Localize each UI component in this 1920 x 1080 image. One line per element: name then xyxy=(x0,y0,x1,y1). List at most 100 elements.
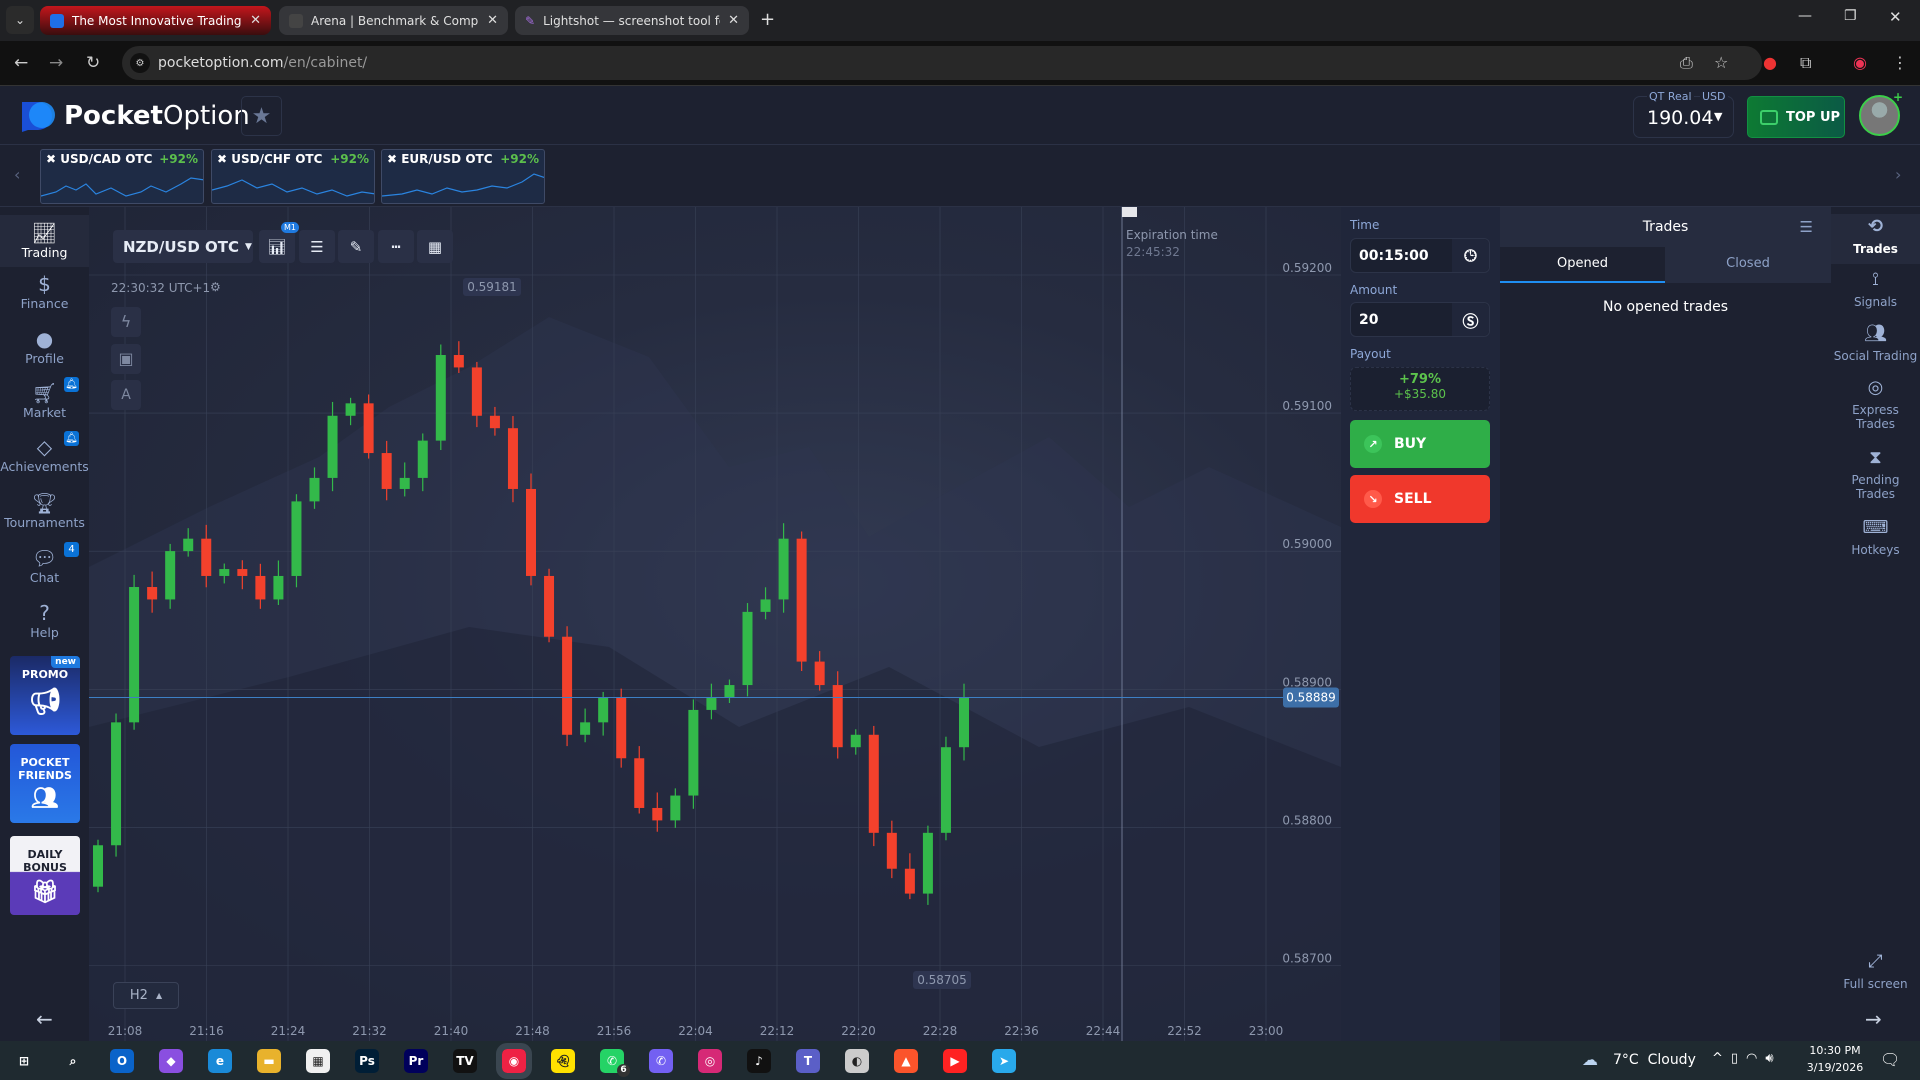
browser-tab[interactable]: ✎ Lightshot — screenshot tool for ✕ xyxy=(515,6,749,35)
gift-tool-icon[interactable]: ▣ xyxy=(111,344,141,374)
sell-button[interactable]: ↘ SELL xyxy=(1350,475,1490,523)
expiration-flag-icon[interactable] xyxy=(1122,207,1137,217)
search-icon[interactable]: ⌕ xyxy=(69,1053,77,1068)
profile-avatar-icon[interactable]: ◉ xyxy=(1853,53,1867,72)
tiktok-icon[interactable]: ♪ xyxy=(747,1049,771,1073)
sidebar-item-finance[interactable]: $ Finance xyxy=(0,272,89,311)
line-tool-button[interactable]: ┅ xyxy=(378,230,414,263)
promo-banner[interactable]: PROMO new 📢︎ xyxy=(10,656,80,735)
right-item-hotkeys[interactable]: ⌨ Hotkeys xyxy=(1831,519,1920,558)
extensions-puzzle-icon[interactable]: ⧉ xyxy=(1800,53,1812,72)
right-item-express-trades[interactable]: ◎ Express Trades xyxy=(1831,379,1920,432)
avatar[interactable] xyxy=(1859,95,1900,136)
buy-button[interactable]: ↗ BUY xyxy=(1350,420,1490,468)
bookmark-star-icon[interactable]: ☆ xyxy=(1714,53,1729,72)
sidebar-item-trading[interactable]: 📈︎ Trading xyxy=(0,215,89,267)
asset-card[interactable]: ✖ EUR/USD OTC +92% xyxy=(381,149,545,204)
sidebar-item-achievements[interactable]: ◇ Achievements 🔔︎ xyxy=(0,431,89,474)
notifications-icon[interactable]: 🗨︎ xyxy=(1880,1050,1901,1069)
edge-icon[interactable]: e xyxy=(208,1049,232,1073)
asset-card[interactable]: ✖ USD/CHF OTC +92% xyxy=(211,149,375,204)
logo[interactable]: PocketOption xyxy=(20,100,250,132)
favorites-button[interactable]: ★ xyxy=(241,96,282,136)
sidebar-item-market[interactable]: 🛒︎ Market 🔔︎ xyxy=(0,377,89,420)
sidebar-item-tournaments[interactable]: 🏆︎ Tournaments xyxy=(0,491,89,530)
tab-closed[interactable]: Closed xyxy=(1665,247,1831,283)
collapse-sidebar-arrow-icon[interactable]: ← xyxy=(36,1007,53,1031)
tray-icons[interactable]: ^▯◠🔊︎ xyxy=(1712,1051,1782,1066)
amount-input[interactable]: 20 Ⓢ xyxy=(1350,302,1490,337)
outlook-icon[interactable]: O xyxy=(110,1049,134,1073)
forward-icon[interactable]: → xyxy=(49,53,64,73)
youtube-music-icon[interactable]: ▶ xyxy=(943,1049,967,1073)
chart-type-button[interactable]: 📊︎ M1 xyxy=(259,222,299,263)
windows-start-icon[interactable]: ⊞ xyxy=(18,1054,30,1068)
sidebar-item-help[interactable]: ? Help xyxy=(0,601,89,640)
clock-time[interactable]: 10:30 PM xyxy=(1809,1044,1861,1057)
reload-icon[interactable]: ↻ xyxy=(86,53,101,73)
drawing-button[interactable]: ✎ xyxy=(338,230,374,263)
file-explorer-icon[interactable]: ▬ xyxy=(257,1049,281,1073)
collapse-right-arrow-icon[interactable]: → xyxy=(1865,1007,1882,1031)
app-icon[interactable]: ◐ xyxy=(845,1049,869,1073)
browser-tab[interactable]: The Most Innovative Trading Pla ✕ xyxy=(40,6,271,35)
url-input[interactable]: ⚙ pocketoption.com/en/cabinet/ xyxy=(122,46,1762,80)
premiere-icon[interactable]: Pr xyxy=(404,1049,428,1073)
site-info-icon[interactable]: ⚙ xyxy=(130,53,150,73)
sidebar-item-chat[interactable]: 💬︎ Chat 4 xyxy=(0,542,89,585)
settings-gear-icon[interactable]: ⚙ xyxy=(210,280,221,294)
instagram-icon[interactable]: ◎ xyxy=(698,1049,722,1073)
quick-trade-lightning-icon[interactable]: ϟ xyxy=(111,307,141,337)
chrome-icon[interactable]: ◉ xyxy=(496,1043,532,1079)
scroll-right-icon[interactable]: › xyxy=(1895,165,1902,184)
tab-opened[interactable]: Opened xyxy=(1500,247,1665,283)
top-up-button[interactable]: TOP UP xyxy=(1747,96,1845,138)
clock-icon[interactable]: 🕒︎ xyxy=(1452,239,1489,272)
right-item-pending-trades[interactable]: ⧗ Pending Trades xyxy=(1831,449,1920,502)
photoshop-icon[interactable]: Ps xyxy=(355,1049,379,1073)
scroll-left-icon[interactable]: ‹ xyxy=(14,165,21,184)
menu-kebab-icon[interactable]: ⋮ xyxy=(1892,53,1908,72)
close-window-icon[interactable]: ✕ xyxy=(1889,8,1902,26)
extension-icon[interactable]: ● xyxy=(1763,53,1777,72)
right-item-signals[interactable]: ⟟ Signals xyxy=(1831,271,1920,310)
install-app-icon[interactable]: ⎙ xyxy=(1680,53,1693,72)
restore-icon[interactable]: ❐ xyxy=(1844,8,1857,24)
fullscreen-button[interactable]: ⤢ Full screen xyxy=(1831,953,1920,992)
store-icon[interactable]: ▦ xyxy=(306,1049,330,1073)
minimize-icon[interactable]: — xyxy=(1798,8,1812,24)
daily-bonus-banner[interactable]: DAILY BONUS 🎁︎ xyxy=(10,836,80,915)
pocket-friends-banner[interactable]: POCKET FRIENDS 👥︎ xyxy=(10,744,80,823)
teams-icon[interactable]: T xyxy=(796,1049,820,1073)
close-tab-icon[interactable]: ✕ xyxy=(487,13,498,28)
right-item-social-trading[interactable]: 👥︎ Social Trading xyxy=(1831,325,1920,364)
indicators-button[interactable]: ☰ xyxy=(299,230,335,263)
copilot-icon[interactable]: ◆ xyxy=(159,1049,183,1073)
weather-cloud-icon[interactable]: ☁ xyxy=(1582,1050,1598,1069)
viber-icon[interactable]: ✆ xyxy=(649,1049,673,1073)
text-tool-button[interactable]: A xyxy=(111,380,141,410)
list-menu-icon[interactable]: ☰ xyxy=(1799,218,1813,236)
close-tab-icon[interactable]: ✕ xyxy=(728,13,739,28)
back-icon[interactable]: ← xyxy=(14,53,29,73)
telegram-icon[interactable]: ➤ xyxy=(992,1049,1016,1073)
whatsapp-icon[interactable]: ✆ 6 xyxy=(600,1049,630,1077)
candlestick-chart[interactable]: 0.59200 0.59100 0.59000 0.58900 0.58800 0.587… xyxy=(89,207,1341,1041)
right-item-trades[interactable]: ⟲ Trades xyxy=(1831,214,1920,264)
asset-card[interactable]: ✖ USD/CAD OTC +92% xyxy=(40,149,204,204)
asset-selector[interactable]: NZD/USD OTC ▼ xyxy=(113,230,253,263)
new-tab-icon[interactable]: + xyxy=(760,9,776,30)
snapchat-icon[interactable]: 👻︎ xyxy=(551,1049,575,1073)
brave-icon[interactable]: ▲ xyxy=(894,1049,918,1073)
weather-text[interactable]: 7°C Cloudy xyxy=(1613,1052,1696,1068)
currency-dollar-icon[interactable]: Ⓢ xyxy=(1452,303,1489,336)
browser-tab[interactable]: Arena | Benchmark & Compare ✕ xyxy=(279,6,508,35)
time-input[interactable]: 00:15:00 🕒︎ xyxy=(1350,238,1490,273)
close-tab-icon[interactable]: ✕ xyxy=(250,13,261,28)
tab-search-button[interactable]: ⌄ xyxy=(6,6,34,34)
balance-selector[interactable]: QT Real USD 190.04 ▼ xyxy=(1633,90,1734,138)
tradingview-icon[interactable]: TV xyxy=(453,1049,477,1073)
clock-date[interactable]: 3/19/2026 xyxy=(1806,1061,1864,1074)
sidebar-item-profile[interactable]: ● Profile xyxy=(0,327,89,366)
layout-button[interactable]: ▦ xyxy=(417,230,453,263)
